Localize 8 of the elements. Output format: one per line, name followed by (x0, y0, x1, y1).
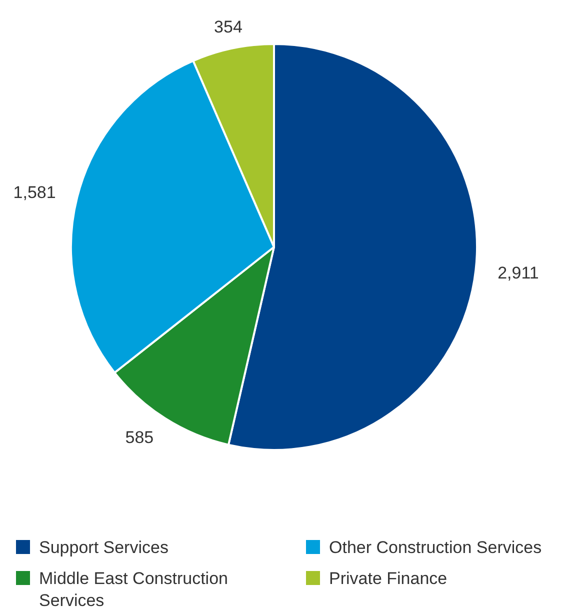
legend-label: Support Services (39, 538, 168, 557)
data-label: 2,911 (498, 263, 539, 282)
data-label: 354 (214, 18, 242, 37)
data-label: 585 (125, 428, 154, 448)
legend-label: Private Finance (329, 568, 448, 588)
legend-label: Other Construction Services (329, 538, 542, 557)
legend-label: Middle East Construction Services (39, 568, 228, 610)
data-label: 1,581 (13, 183, 56, 202)
